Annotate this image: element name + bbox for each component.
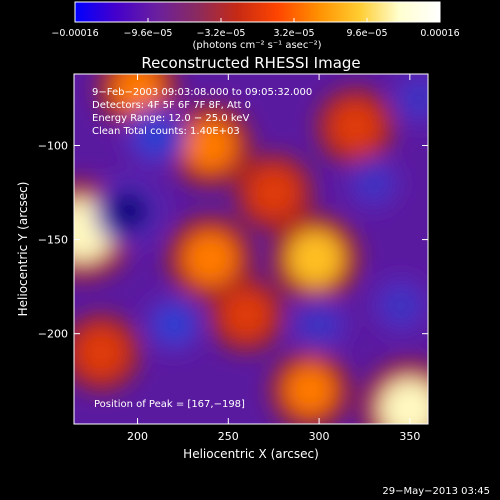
colorbar-ticks: −0.00016 −9.6e−05 −3.2e−05 3.2e−05 9.6e−05 0.…: [51, 18, 460, 39]
heatmap-hot-spot: [112, 74, 163, 114]
colorbar-unit-label: (photons cm⁻² s⁻¹ asec⁻²): [192, 40, 321, 51]
x-axis-label: Heliocentric X (arcsec): [183, 447, 319, 461]
heatmap-hot-spot: [379, 378, 428, 424]
y-axis-label: Heliocentric Y (arcsec): [16, 182, 30, 317]
colorbar-tick-label: 3.2e−05: [273, 28, 314, 39]
chart-title: Reconstructed RHESSI Image: [141, 54, 360, 72]
footer-timestamp: 29−May−2013 03:45: [382, 486, 490, 497]
x-tick-label: 200: [127, 430, 148, 443]
heatmap-hot-spot: [287, 230, 343, 286]
plot-frame: [73, 73, 429, 425]
image-blobs: [74, 74, 428, 424]
colorbar-tick-label: −9.6e−05: [124, 28, 173, 39]
colorbar: [74, 1, 441, 23]
annotation-line: Energy Range: 12.0 − 25.0 keV: [92, 113, 249, 124]
heatmap-hot-spot: [249, 168, 298, 217]
heatmap-hot-spot: [223, 291, 270, 338]
colorbar-tick-label: 9.6e−05: [346, 28, 387, 39]
x-axis: 200 250 300 350: [127, 74, 420, 443]
colorbar-tick-label: −0.00016: [51, 28, 98, 39]
image-area: [74, 74, 428, 424]
y-tick-label: −150: [38, 234, 68, 247]
annotation-line: 9−Feb−2003 09:03:08.000 to 09:05:32.000: [92, 87, 312, 98]
colorbar-tick-label: 0.00016: [420, 28, 459, 39]
y-axis: −100 −150 −200: [38, 140, 428, 341]
colorbar-tick-label: −3.2e−05: [197, 28, 246, 39]
heatmap-hot-spot: [183, 231, 237, 286]
peak-position-label: Position of Peak = [167,−198]: [94, 399, 245, 410]
x-tick-label: 350: [399, 430, 420, 443]
heatmap-cold-spot: [382, 287, 420, 324]
heatmap-cold-spot: [154, 305, 193, 344]
heatmap-hot-spot: [285, 365, 335, 415]
x-tick-label: 250: [218, 430, 239, 443]
heatmap-cold-spot: [401, 80, 428, 117]
annotation-line: Detectors: 4F 5F 6F 7F 8F, Att 0: [92, 100, 251, 111]
heatmap-cold-spot: [300, 305, 338, 343]
heatmap-cold-spot: [135, 115, 177, 157]
y-tick-label: −200: [38, 328, 68, 341]
heatmap-hot-spot: [331, 102, 380, 151]
heatmap-cold-spot: [105, 188, 152, 234]
heatmap-hot-spot: [184, 119, 236, 172]
annotation-block: 9−Feb−2003 09:03:08.000 to 09:05:32.000 …: [92, 87, 312, 137]
x-tick-label: 300: [309, 430, 330, 443]
heatmap-cold-spot: [356, 166, 391, 201]
annotation-line: Clean Total counts: 1.40E+03: [92, 126, 240, 137]
y-tick-label: −100: [38, 140, 68, 153]
heatmap-hot-spot: [77, 328, 126, 377]
